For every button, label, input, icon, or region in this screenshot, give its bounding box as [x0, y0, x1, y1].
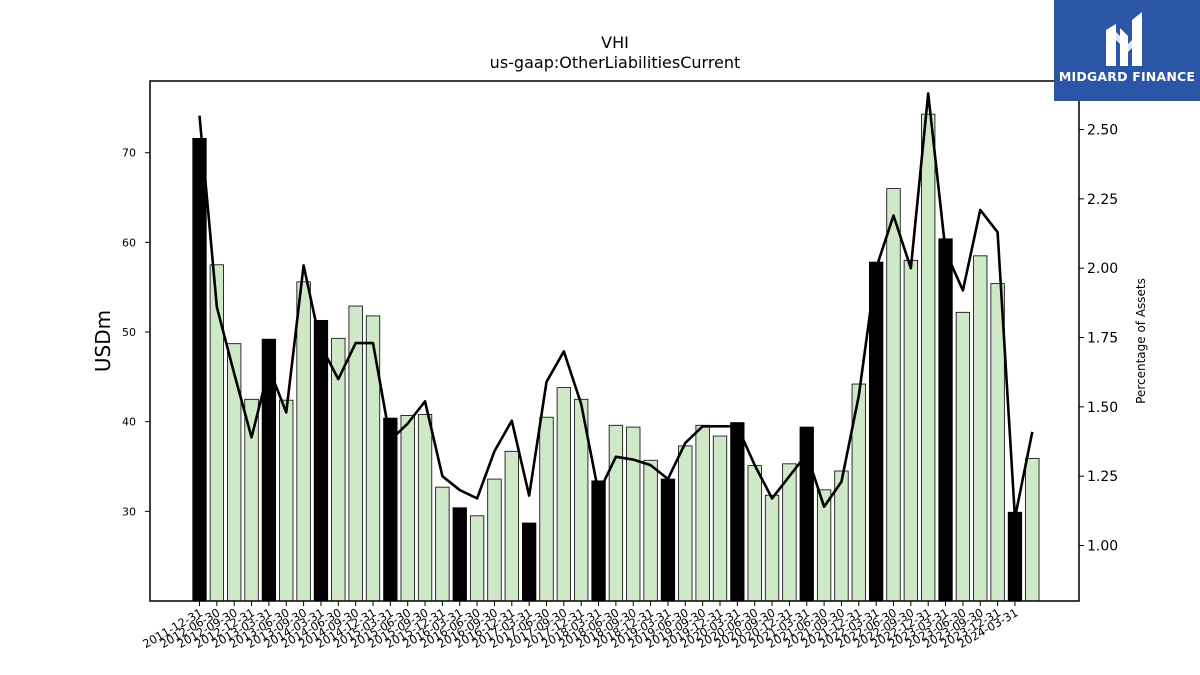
bar-2023-12-31 [1025, 458, 1040, 602]
bar-2018-09-30 [660, 478, 676, 602]
y2-tick-label: 1.25 [1087, 469, 1118, 485]
y2-tick-label: 1.75 [1087, 331, 1118, 347]
bar-2018-12-31 [678, 445, 693, 602]
bar-2020-03-31 [764, 494, 780, 602]
y2-axis-label: Percentage of Assets [1134, 278, 1148, 404]
bar-2015-03-31 [417, 414, 433, 602]
bar-2016-03-31 [487, 478, 502, 602]
bar-2017-12-31 [608, 424, 624, 602]
bar-2021-12-31 [886, 188, 901, 602]
logo-text: MIDGARD FINANCE [1058, 69, 1196, 84]
bar-2023-09-30 [1007, 511, 1023, 602]
bar-2019-06-30 [712, 435, 728, 602]
bar-2013-09-30 [313, 319, 329, 602]
bar-2015-09-30 [452, 507, 467, 602]
bar-2019-09-30 [730, 422, 745, 602]
y-tick-label: 70 [122, 147, 136, 160]
y2-tick-label: 2.00 [1087, 261, 1118, 277]
midgard-finance-logo: MIDGARD FINANCE [1054, 0, 1200, 101]
bar-2022-03-31 [903, 259, 918, 602]
bar-2021-09-30 [869, 261, 884, 602]
y-axis-label: USDm [91, 310, 115, 372]
bar-2016-06-30 [504, 450, 519, 602]
bar-2019-03-31 [695, 424, 710, 602]
bar-2011-12-31 [192, 137, 207, 602]
y-axis-left: 30 40 50 60 70 [122, 147, 150, 518]
y-tick-label: 40 [122, 416, 136, 429]
bar-2013-06-30 [296, 281, 311, 602]
bar-2018-06-30 [643, 459, 658, 602]
y2-tick-label: 1.00 [1087, 539, 1118, 555]
bar-2016-09-30 [522, 522, 537, 602]
bar-2012-03-31 [209, 264, 225, 602]
plot-frame [149, 80, 1080, 602]
bar-2017-09-30 [591, 480, 606, 602]
bar-2023-03-31 [973, 255, 988, 602]
bar-2014-12-31 [400, 415, 415, 602]
bar-2022-09-30 [938, 238, 953, 602]
y-tick-label: 30 [122, 505, 136, 518]
bar-2012-09-30 [244, 398, 259, 602]
y2-tick-label: 2.50 [1087, 123, 1118, 139]
bar-2012-06-30 [227, 343, 242, 602]
y-axis-right: 1.00 1.25 1.50 1.75 2.00 2.25 2.50 [1079, 123, 1118, 555]
bar-2020-06-30 [782, 463, 797, 602]
bar-2014-09-30 [383, 417, 398, 602]
chart-title: VHI [601, 33, 629, 52]
y2-tick-label: 1.50 [1087, 400, 1118, 416]
bar-2018-03-31 [626, 426, 641, 602]
chart-subtitle: us-gaap:OtherLiabilitiesCurrent [490, 53, 741, 72]
bar-2019-12-31 [747, 465, 762, 602]
bar-2017-03-31 [556, 387, 571, 602]
y-tick-label: 50 [122, 326, 136, 339]
bar-2013-03-31 [279, 399, 294, 602]
y-tick-label: 60 [122, 236, 136, 249]
y2-tick-label: 2.25 [1087, 192, 1118, 208]
line-series [198, 92, 1034, 520]
bar-2015-06-30 [435, 486, 450, 602]
bar-2022-12-31 [955, 311, 971, 602]
bar-2022-06-30 [921, 113, 936, 602]
midgard-logo-icon [1106, 12, 1142, 66]
bar-2014-06-30 [365, 315, 381, 602]
bar-series [192, 113, 1040, 602]
x-axis: 2011-12-312012-06-302012-09-302012-12-31… [140, 601, 1020, 651]
pct-of-assets-line [198, 92, 1034, 520]
bar-2015-12-31 [469, 515, 485, 602]
bar-2016-12-31 [539, 416, 554, 602]
